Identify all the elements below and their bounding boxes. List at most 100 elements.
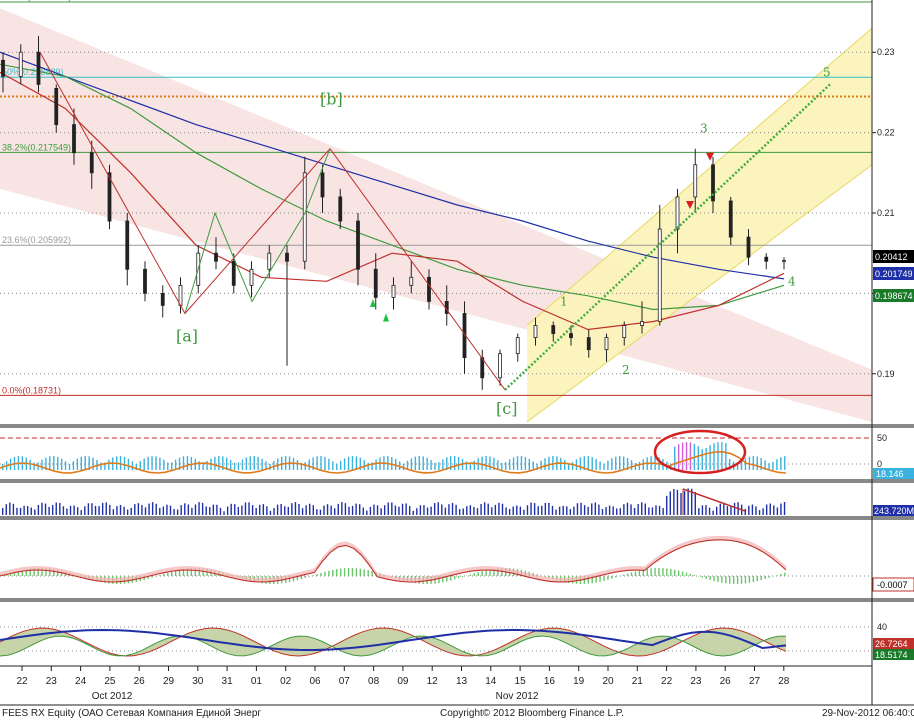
candle-body (285, 252, 289, 262)
volume-bar (758, 510, 761, 515)
volume-bar (666, 495, 668, 515)
volume-bar (430, 506, 432, 515)
volume-bar (558, 506, 561, 515)
rsi-bar (64, 461, 67, 470)
volume-bar (687, 488, 689, 515)
volume-bar (473, 507, 475, 515)
volume-bar (98, 506, 100, 515)
rsi-bar (697, 446, 700, 470)
volume-bar (548, 502, 550, 515)
wave-zigzag-red (39, 52, 506, 391)
volume-bar (216, 504, 218, 515)
volume-bar (623, 504, 625, 515)
rsi-bar (53, 456, 55, 470)
rsi-bar (57, 456, 59, 470)
rsi-bar (76, 458, 79, 470)
volume-bar (526, 505, 529, 515)
volume-bar (483, 502, 486, 515)
volume-bar (169, 505, 172, 515)
macd-bar (752, 576, 755, 583)
time-tick-label: 09 (397, 676, 409, 687)
rsi-bar (772, 461, 774, 470)
price-tag (873, 267, 914, 280)
volume-bar (726, 506, 729, 515)
rsi-bar (72, 461, 75, 470)
volume-bar (309, 503, 311, 515)
wave-label: [c] (496, 399, 517, 418)
time-tick-label: 31 (222, 676, 234, 687)
time-tick-label: 02 (280, 676, 292, 687)
macd-bar (332, 569, 334, 576)
volume-bar (408, 506, 411, 515)
macd-bar (170, 571, 173, 576)
rsi-bar (233, 462, 236, 470)
macd-bar (461, 576, 464, 578)
macd-bar (473, 573, 475, 576)
month-label: Oct 2012 (92, 691, 133, 702)
macd-bar (705, 576, 707, 579)
volume-bar (444, 507, 447, 515)
volume-bar (205, 506, 207, 515)
volume-bar (319, 509, 322, 515)
volume-bar (673, 489, 675, 515)
volume-bar (237, 506, 240, 515)
wave-zigzag-green (184, 148, 331, 314)
rsi-bar (426, 457, 428, 470)
macd-bar (497, 568, 499, 576)
time-tick-label: 26 (720, 676, 732, 687)
rsi-bar (29, 459, 31, 470)
rsi-bar (430, 460, 432, 470)
time-tick-label: 21 (632, 676, 644, 687)
dmi-value-tag (873, 638, 914, 649)
price-tag (873, 289, 914, 302)
volume-bar (705, 505, 707, 515)
rsi-bar (450, 456, 452, 470)
volume-bar (619, 508, 622, 515)
macd-bar (167, 572, 169, 576)
rsi-bar (265, 461, 267, 470)
volume-bar (744, 508, 746, 515)
volume-bar (426, 507, 429, 515)
macd-bar (595, 576, 597, 583)
rsi-bar (186, 456, 189, 470)
volume-bar (498, 502, 500, 515)
volume-bar (491, 507, 493, 515)
macd-bar (599, 576, 601, 582)
macd-bar (548, 576, 550, 578)
volume-bar (637, 504, 639, 515)
volume-bar (662, 508, 664, 515)
fib-level-label: 0.0%(0.18731) (2, 385, 61, 395)
candle-body (409, 276, 414, 286)
fib-level-label: 23.6%(0.205992) (2, 235, 71, 245)
macd-bar (701, 576, 703, 578)
candle-body (391, 284, 396, 298)
rsi-bar (182, 456, 185, 470)
volume-bar (494, 504, 497, 515)
volume-bar (573, 506, 575, 515)
buy-marker-icon (383, 313, 389, 322)
rsi-bar (343, 458, 346, 470)
volume-bar (119, 505, 122, 515)
volume-bar (187, 504, 190, 515)
rsi-bar (768, 463, 770, 470)
time-tick-label: 20 (602, 676, 614, 687)
volume-bar (448, 504, 450, 515)
macd-bar (351, 568, 354, 576)
rsi-bar (359, 457, 362, 470)
rsi-bar (312, 457, 314, 470)
volume-bar (651, 507, 654, 515)
volume-bar (144, 507, 147, 515)
rsi-bar (119, 456, 122, 470)
volume-bar (212, 504, 215, 515)
volume-bar (416, 508, 418, 515)
volume-bar (376, 505, 379, 515)
volume-bar (48, 506, 50, 515)
rsi-bar (316, 456, 318, 470)
candle-body (373, 268, 378, 298)
volume-bar (366, 510, 368, 515)
macd-bar (646, 568, 648, 576)
rsi-bar (689, 442, 692, 470)
volume-bar (437, 502, 439, 515)
rsi-bar (552, 456, 554, 470)
